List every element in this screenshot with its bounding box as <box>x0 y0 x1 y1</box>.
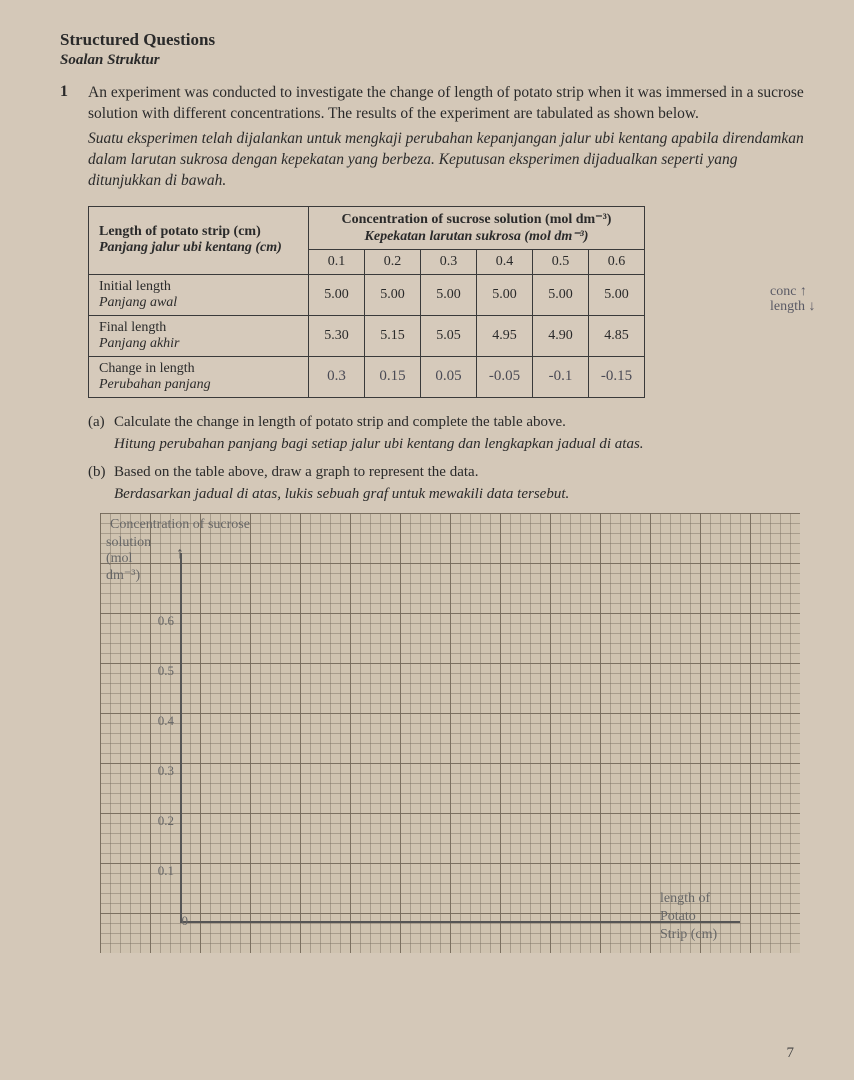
handwritten-note: conc ↑ length ↓ <box>770 284 816 315</box>
heading-en: Structured Questions <box>60 30 804 50</box>
graph-title: Concentration of sucrose <box>110 517 250 533</box>
question-text-ms: Suatu eksperimen telah dijalankan untuk … <box>88 129 804 192</box>
question-body: An experiment was conducted to investiga… <box>88 83 804 192</box>
x-axis <box>180 921 740 923</box>
row-header: Length of potato strip (cm) Panjang jalu… <box>89 206 309 274</box>
table-row: Initial lengthPanjang awal 5.005.005.005… <box>89 274 645 315</box>
sub-question-b: (b) Based on the table above, draw a gra… <box>88 462 804 505</box>
graph-paper: Concentration of sucrose solution (mol d… <box>100 513 800 953</box>
question-block: 1 An experiment was conducted to investi… <box>60 83 804 192</box>
heading-ms: Soalan Struktur <box>60 52 804 69</box>
data-table: Length of potato strip (cm) Panjang jalu… <box>88 206 645 398</box>
col-header: Concentration of sucrose solution (mol d… <box>309 206 645 249</box>
sub-question-a: (a) Calculate the change in length of po… <box>88 412 804 455</box>
table-row: Change in lengthPerubahan panjang 0.30.1… <box>89 356 645 397</box>
page-number: 7 <box>787 1045 795 1062</box>
question-text-en: An experiment was conducted to investiga… <box>88 84 804 122</box>
question-number: 1 <box>60 83 88 192</box>
table-row: Final lengthPanjang akhir 5.305.155.054.… <box>89 315 645 356</box>
y-axis <box>180 553 182 923</box>
